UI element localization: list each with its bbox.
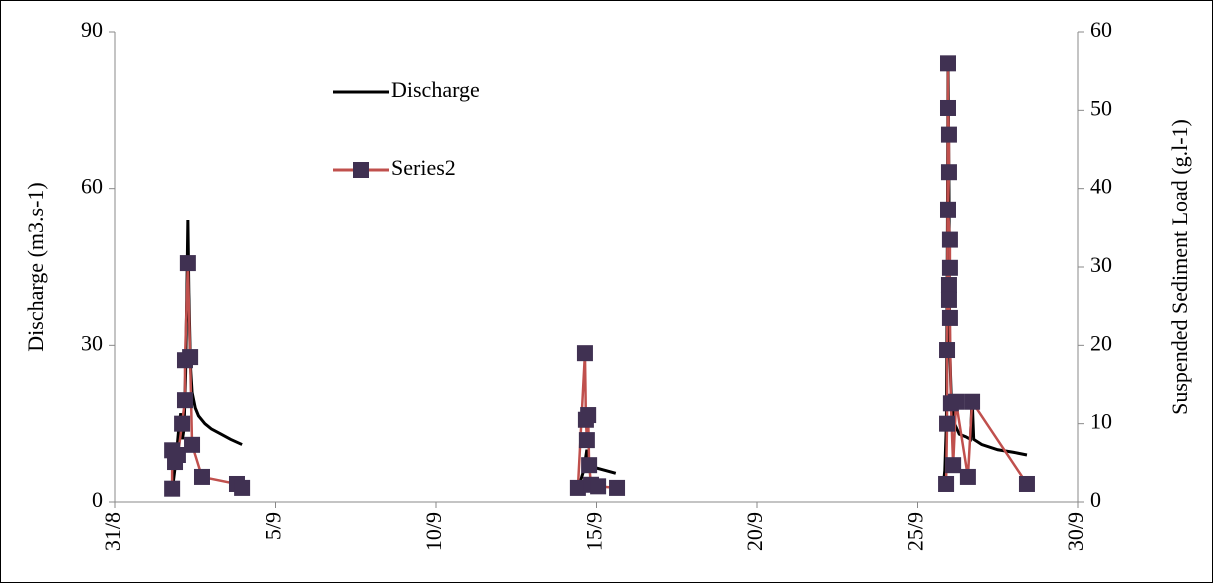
y2-tick-label: 50 (1090, 95, 1112, 120)
x-tick-label: 15/9 (582, 512, 607, 551)
marker (940, 277, 957, 294)
x-tick-label: 10/9 (421, 512, 446, 551)
y2-tick-label: 10 (1090, 409, 1112, 434)
marker (948, 393, 965, 410)
x-tick-label: 31/8 (100, 512, 125, 551)
marker (939, 342, 956, 359)
x-tick-label: 30/9 (1063, 512, 1088, 551)
y2-tick-label: 40 (1090, 174, 1112, 199)
marker (234, 479, 251, 496)
y-tick-label: 0 (92, 487, 103, 512)
marker (964, 393, 981, 410)
marker (1018, 475, 1035, 492)
marker (169, 447, 186, 463)
marker (576, 345, 593, 362)
marker (581, 457, 598, 474)
y2-tick-label: 0 (1090, 487, 1101, 512)
marker (179, 255, 196, 272)
marker (940, 164, 957, 181)
marker (182, 349, 199, 366)
y2-axis-label: Suspended Sediment Load (g.l-1) (1167, 119, 1192, 415)
x-tick-label: 5/9 (261, 512, 286, 540)
marker (945, 457, 962, 474)
marker (578, 432, 595, 449)
y-axis-label: Discharge (m3.s-1) (23, 182, 48, 351)
marker (580, 407, 597, 424)
y-tick-label: 30 (81, 330, 103, 355)
marker (176, 392, 193, 409)
legend-marker (353, 162, 369, 178)
marker (939, 201, 956, 218)
marker (941, 231, 958, 248)
marker (609, 479, 626, 496)
marker (938, 475, 955, 492)
marker (939, 55, 956, 72)
y2-tick-label: 30 (1090, 252, 1112, 277)
marker (941, 309, 958, 326)
marker (164, 480, 181, 497)
marker (940, 126, 957, 143)
y-tick-label: 60 (81, 174, 103, 199)
y-tick-label: 90 (81, 17, 103, 42)
x-tick-label: 25/9 (903, 512, 928, 551)
marker (193, 468, 210, 485)
marker (939, 415, 956, 432)
marker (569, 479, 586, 496)
marker (940, 291, 957, 308)
y2-tick-label: 20 (1090, 330, 1112, 355)
marker (959, 468, 976, 485)
marker (174, 415, 191, 432)
marker (590, 478, 607, 495)
y2-tick-label: 60 (1090, 17, 1112, 42)
legend-label: Discharge (391, 77, 480, 102)
marker (941, 259, 958, 276)
marker (939, 99, 956, 116)
series-line (171, 63, 1028, 488)
marker (184, 436, 201, 453)
x-tick-label: 20/9 (742, 512, 767, 551)
series-line (170, 63, 1028, 490)
legend-label: Series2 (391, 155, 456, 180)
